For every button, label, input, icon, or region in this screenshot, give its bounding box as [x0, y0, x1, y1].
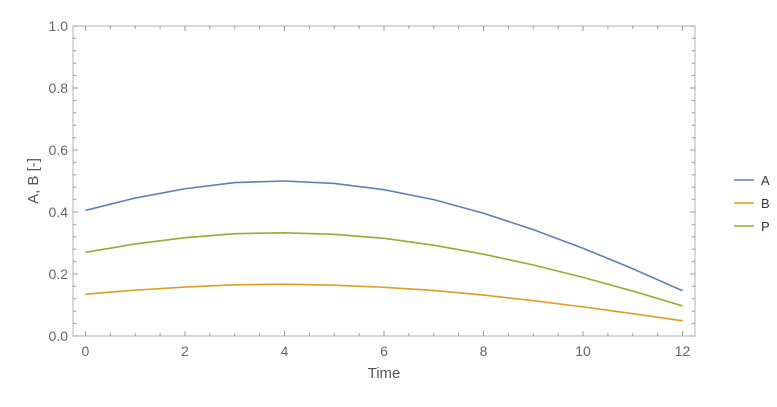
legend: ABP — [734, 173, 770, 234]
y-tick-label: 0.2 — [49, 266, 69, 282]
y-tick-label: 0.4 — [49, 204, 69, 220]
x-tick-label: 12 — [675, 343, 691, 359]
x-tick-label: 4 — [281, 343, 289, 359]
x-axis-title: Time — [368, 365, 401, 382]
legend-label-A: A — [761, 173, 770, 188]
plot-frame — [72, 25, 696, 337]
x-tick-label: 8 — [480, 343, 488, 359]
x-tick-label: 10 — [575, 343, 591, 359]
series-lines — [85, 180, 683, 322]
axis-ticks: 0 2 4 6 8 10 12 0.0 0.2 0.4 0.6 0.8 1.0 — [49, 18, 695, 359]
y-tick-label: 1.0 — [49, 18, 69, 34]
legend-label-B: B — [761, 196, 770, 211]
x-tick-label: 2 — [181, 343, 189, 359]
x-tick-label: 6 — [380, 343, 388, 359]
x-tick-label: 0 — [82, 343, 90, 359]
legend-label-P: P — [761, 219, 770, 234]
y-tick-label: 0.8 — [49, 80, 69, 96]
series-line-A — [85, 180, 683, 292]
y-axis-title: A, B [-] — [25, 158, 42, 204]
y-tick-label: 0.6 — [49, 142, 69, 158]
series-line-P — [85, 231, 683, 307]
y-tick-label: 0.0 — [49, 328, 69, 344]
series-line-B — [85, 283, 683, 322]
